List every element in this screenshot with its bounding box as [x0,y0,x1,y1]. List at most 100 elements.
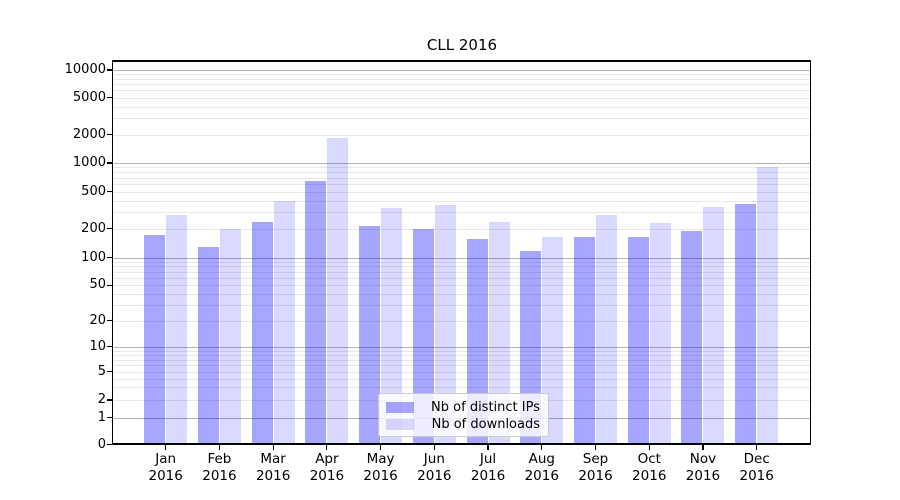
gridline-minor [113,74,811,76]
left-spine [111,60,114,445]
legend-item-distinct-ips: Nb of distinct IPs [386,399,540,416]
y-tick-label: 10000 [64,62,106,77]
legend-item-downloads: Nb of downloads [386,416,540,433]
bar-downloads-may [381,207,403,445]
x-tick-label: Mar 2016 [255,451,291,484]
x-tick-label: Dec 2016 [739,451,774,484]
gridline-minor [113,167,811,169]
gridline-major [113,163,811,164]
bar-downloads-apr [327,137,349,445]
y-tick-label: 100 [81,249,106,265]
gridline-minor [113,304,811,306]
y-tick-label: 500 [81,183,106,199]
bar-distinct-ips-may [359,226,381,445]
y-tick-mark [107,97,112,99]
x-tick-mark [702,445,704,450]
bar-downloads-nov [703,206,725,445]
gridline-minor [113,359,811,361]
y-tick-mark [107,371,112,373]
gridline-minor [113,172,811,174]
y-tick-label: 2000 [72,126,106,142]
y-tick-label: 200 [81,220,106,236]
y-tick-mark [107,227,112,230]
gridline-minor [113,134,811,136]
x-tick-label: Feb 2016 [202,451,237,484]
y-tick-mark [107,162,112,164]
x-tick-mark [165,445,167,450]
y-tick-mark [107,346,112,348]
y-tick-mark [107,69,112,71]
y-tick-mark [107,399,112,401]
gridline-minor [113,271,811,273]
x-tick-mark [272,445,274,450]
y-tick-mark [107,417,112,419]
y-tick-label: 20 [89,312,106,328]
bar-distinct-ips-dec [735,204,757,445]
bar-distinct-ips-nov [681,231,703,445]
gridline-minor [113,90,811,92]
x-tick-mark [218,445,220,450]
y-tick-label: 0 [97,436,106,452]
bar-downloads-jul [488,221,510,445]
x-tick-label: May 2016 [363,451,398,484]
gridline-minor [113,320,811,322]
x-tick-mark [433,445,435,450]
legend-swatch-downloads [386,419,414,430]
y-tick-label: 10 [89,338,106,354]
gridline-minor [113,285,811,287]
gridline-minor [113,350,811,352]
legend: Nb of distinct IPs Nb of downloads [378,393,549,437]
bar-downloads-dec [757,167,779,445]
bar-distinct-ips-feb [197,247,219,445]
gridline-minor [113,78,811,80]
gridline-minor [113,200,811,202]
gridline-major [113,346,811,348]
x-tick-label: Jun 2016 [417,451,452,484]
bar-distinct-ips-apr [305,180,327,445]
y-tick-mark [107,443,112,446]
gridline-minor [113,177,811,179]
x-tick-mark [380,445,382,450]
x-tick-label: Jan 2016 [148,451,183,484]
gridline-minor [113,228,811,230]
x-tick-label: Sep 2016 [578,451,613,484]
bottom-spine [111,443,812,446]
gridline-minor [113,84,811,86]
gridline-minor [113,191,811,193]
gridline-major [113,257,811,259]
x-tick-label: Jul 2016 [470,451,506,484]
x-tick-mark [648,445,650,450]
gridline-minor [113,365,811,367]
gridline-minor [113,118,811,120]
gridline-minor [113,266,811,268]
bar-downloads-feb [219,229,241,445]
gridline-minor [113,387,811,389]
x-tick-mark [756,445,758,450]
gridline-minor [113,354,811,356]
y-tick-label: 2 [97,392,106,407]
plot-area [113,61,811,445]
bar-downloads-oct [649,222,671,445]
bar-distinct-ips-mar [251,221,273,445]
bar-distinct-ips-jan [144,234,166,445]
bar-distinct-ips-oct [627,237,649,445]
y-tick-mark [107,133,112,136]
x-tick-label: Aug 2016 [524,451,559,484]
legend-swatch-distinct-ips [386,402,414,413]
gridline-minor [113,97,811,99]
gridline-minor [113,212,811,214]
bar-distinct-ips-jun [412,228,434,445]
x-tick-mark [541,445,543,450]
bar-downloads-mar [273,200,295,445]
legend-label-distinct-ips: Nb of distinct IPs [431,400,540,415]
x-tick-mark [326,445,328,450]
gridline-major [113,70,811,71]
top-spine [111,60,812,62]
x-tick-label: Apr 2016 [309,451,345,484]
gridline-minor [113,378,811,380]
y-tick-label: 1 [97,409,106,425]
x-tick-label: Nov 2016 [685,451,721,484]
bar-downloads-jan [166,215,188,445]
y-tick-label: 1000 [72,155,106,170]
